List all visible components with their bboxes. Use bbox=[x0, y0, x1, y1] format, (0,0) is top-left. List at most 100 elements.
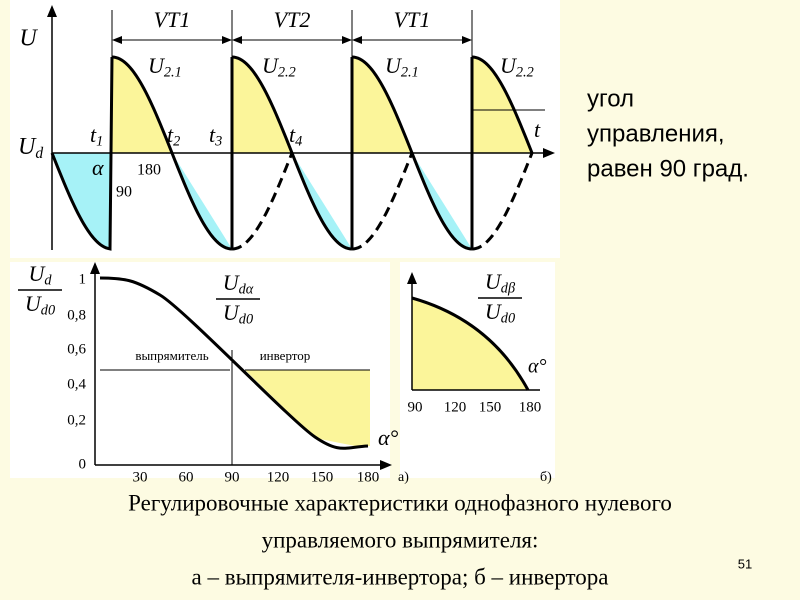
subscript: 2 bbox=[173, 134, 180, 150]
region-label: выпрямитель bbox=[135, 348, 208, 363]
y-axis-label-numerator: Ud bbox=[28, 261, 52, 289]
curve-label-denominator: Ud0 bbox=[223, 300, 253, 328]
angle-label: 180 bbox=[137, 162, 161, 179]
y-axis-label-denominator: Ud0 bbox=[25, 291, 55, 319]
main-text: U bbox=[28, 261, 46, 286]
subscript: d0 bbox=[239, 312, 253, 328]
x-tick-label: 90 bbox=[225, 469, 240, 485]
arrow bbox=[47, 5, 57, 17]
main-text: U bbox=[485, 269, 503, 294]
main-text: U bbox=[262, 53, 280, 78]
note-line: равен 90 град. bbox=[587, 155, 749, 182]
positive-area bbox=[472, 57, 532, 153]
subscript: dα bbox=[239, 282, 254, 298]
negative-area bbox=[412, 153, 472, 249]
arrow bbox=[380, 460, 392, 470]
arrow bbox=[222, 36, 232, 44]
negative-area bbox=[172, 153, 232, 249]
ud-axis-label: Ud bbox=[18, 134, 43, 162]
y-tick-label: 0 bbox=[79, 456, 87, 472]
x-axis-label: α° bbox=[378, 425, 399, 450]
subscript: d bbox=[35, 145, 43, 162]
negative-area bbox=[52, 153, 112, 249]
subscript: 1 bbox=[96, 134, 103, 150]
main-text: U bbox=[223, 300, 241, 325]
caption-line: а – выпрямителя-инвертора; б – инвертора bbox=[192, 564, 609, 589]
voltage-label: U2.1 bbox=[148, 53, 182, 81]
positive-area bbox=[112, 57, 172, 153]
panel-label: б) bbox=[540, 470, 552, 485]
arrow bbox=[352, 36, 362, 44]
subscript: d bbox=[44, 273, 52, 289]
characteristic-curve bbox=[411, 296, 530, 391]
curve-label-denominator: Ud0 bbox=[485, 299, 515, 327]
voltage-label: U2.1 bbox=[385, 53, 419, 81]
caption-line: управляемого выпрямителя: bbox=[262, 527, 539, 552]
t-axis-label: t bbox=[534, 117, 541, 142]
x-axis-label: α° bbox=[528, 356, 547, 378]
y-tick-label: 0,6 bbox=[67, 341, 86, 357]
main-text: U bbox=[148, 53, 166, 78]
time-label: t4 bbox=[289, 122, 302, 150]
subscript: d0 bbox=[41, 303, 55, 319]
x-tick-label: 150 bbox=[479, 399, 502, 415]
subscript: 2.1 bbox=[401, 65, 419, 81]
valve-label: VT2 bbox=[274, 7, 311, 32]
u-axis-label: U bbox=[19, 26, 38, 52]
time-label: t1 bbox=[90, 122, 103, 150]
subscript: dβ bbox=[501, 281, 516, 297]
subscript: d0 bbox=[501, 311, 515, 327]
x-tick-label: 150 bbox=[311, 469, 334, 485]
positive-area bbox=[352, 57, 412, 153]
x-tick-label: 90 bbox=[408, 399, 423, 415]
negative-area bbox=[292, 153, 352, 249]
y-tick-label: 0,2 bbox=[67, 412, 86, 428]
subscript: 4 bbox=[295, 134, 302, 150]
y-tick-label: 1 bbox=[79, 271, 87, 287]
x-tick-label: 180 bbox=[519, 399, 542, 415]
alpha-label: α bbox=[92, 155, 104, 180]
valve-label: VT1 bbox=[154, 7, 191, 32]
main-text: U bbox=[500, 53, 518, 78]
negative-curve bbox=[50, 56, 114, 251]
caption-line: Регулировочные характеристики однофазног… bbox=[128, 490, 672, 515]
subscript: 2.2 bbox=[278, 65, 296, 81]
main-text: U bbox=[385, 53, 403, 78]
curve-label-numerator: Udβ bbox=[485, 269, 516, 297]
main-text: t bbox=[289, 122, 296, 147]
voltage-label: U2.2 bbox=[500, 53, 534, 81]
x-tick-label: 120 bbox=[444, 399, 467, 415]
valve-label: VT1 bbox=[394, 7, 431, 32]
note-line: управления, bbox=[587, 120, 725, 147]
inverter-area bbox=[412, 298, 528, 390]
curve-label-numerator: Udα bbox=[223, 270, 254, 298]
angle-label: 90 bbox=[116, 184, 132, 201]
panel-label: а) bbox=[398, 470, 409, 485]
page-number: 51 bbox=[738, 556, 752, 571]
note-line: угол bbox=[587, 85, 634, 112]
inverter-area bbox=[245, 370, 370, 446]
subscript: 3 bbox=[214, 134, 222, 150]
subscript: 2.2 bbox=[516, 65, 534, 81]
arrow bbox=[407, 272, 417, 284]
positive-area bbox=[232, 57, 292, 153]
arrow bbox=[462, 36, 472, 44]
main-text: U bbox=[25, 291, 43, 316]
region-label: инвертор bbox=[260, 348, 311, 363]
main-text: U bbox=[485, 299, 503, 324]
main-text: U bbox=[223, 270, 241, 295]
characteristic-curve bbox=[99, 276, 369, 450]
y-tick-label: 0,4 bbox=[67, 376, 86, 392]
arrow bbox=[112, 36, 122, 44]
arrow bbox=[543, 148, 555, 158]
main-text: t bbox=[209, 122, 216, 147]
x-tick-label: 180 bbox=[357, 469, 380, 485]
voltage-label: U2.2 bbox=[262, 53, 296, 81]
time-label: t2 bbox=[167, 122, 180, 150]
y-tick-label: 0,8 bbox=[67, 307, 86, 323]
x-tick-label: 30 bbox=[133, 469, 148, 485]
time-label: t3 bbox=[209, 122, 222, 150]
subscript: 2.1 bbox=[164, 65, 182, 81]
